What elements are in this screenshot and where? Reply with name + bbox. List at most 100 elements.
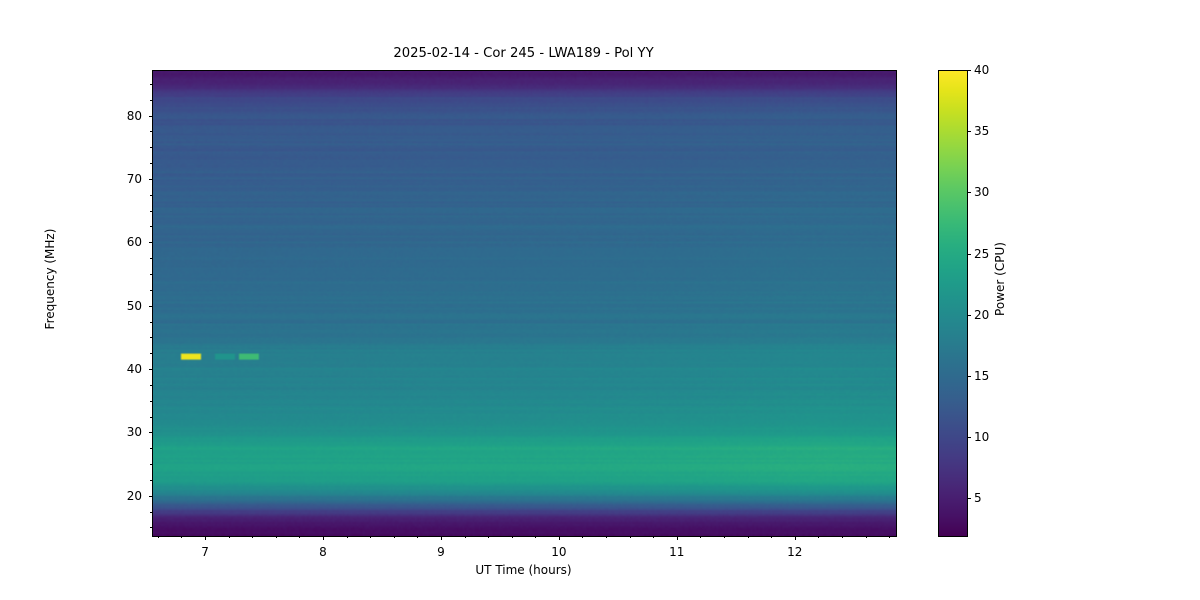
x-tick-label: 12 xyxy=(787,545,803,559)
x-tick-minor xyxy=(488,536,490,538)
y-tick-mark xyxy=(148,242,152,244)
y-tick-label: 50 xyxy=(126,298,142,313)
x-tick-mark xyxy=(676,536,678,540)
x-tick-minor xyxy=(511,536,513,538)
y-tick-minor xyxy=(150,353,152,355)
y-tick-minor xyxy=(150,194,152,196)
y-tick-minor xyxy=(150,479,152,481)
colorbar xyxy=(938,70,968,537)
y-tick-label: 40 xyxy=(126,362,142,377)
y-tick-minor xyxy=(150,289,152,291)
colorbar-tick-mark xyxy=(967,314,971,316)
x-tick-minor xyxy=(228,536,230,538)
x-axis-tick-labels: 7 8 9 10 11 12 xyxy=(152,540,895,560)
x-tick-minor xyxy=(535,536,537,538)
spectrogram-axes xyxy=(152,70,897,537)
y-tick-mark xyxy=(148,305,152,307)
y-tick-minor xyxy=(150,163,152,165)
x-tick-minor xyxy=(464,536,466,538)
spectrogram-canvas xyxy=(153,71,896,536)
x-tick-minor xyxy=(370,536,372,538)
colorbar-tick-label: 10 xyxy=(974,430,990,445)
x-tick-minor xyxy=(346,536,348,538)
y-tick-minor xyxy=(150,448,152,450)
y-tick-label: 70 xyxy=(126,171,142,186)
colorbar-tick-mark xyxy=(967,253,971,255)
y-tick-minor xyxy=(150,258,152,260)
x-tick-minor xyxy=(606,536,608,538)
x-tick-minor xyxy=(252,536,254,538)
colorbar-tick-mark xyxy=(967,498,971,500)
x-tick-minor xyxy=(157,536,159,538)
spectrogram-image xyxy=(153,71,896,536)
y-tick-minor xyxy=(150,99,152,101)
colorbar-tick-label: 30 xyxy=(974,185,990,200)
x-tick-label: 9 xyxy=(437,545,445,559)
x-tick-minor xyxy=(299,536,301,538)
y-tick-minor xyxy=(150,131,152,133)
y-tick-label: 60 xyxy=(126,235,142,250)
y-tick-minor xyxy=(150,147,152,149)
x-tick-minor xyxy=(653,536,655,538)
x-tick-label: 7 xyxy=(201,545,209,559)
colorbar-tick-mark xyxy=(967,131,971,133)
y-tick-minor xyxy=(150,337,152,339)
x-tick-mark xyxy=(794,536,796,540)
x-tick-minor xyxy=(747,536,749,538)
x-tick-minor xyxy=(417,536,419,538)
y-tick-minor xyxy=(150,226,152,228)
colorbar-tick-mark xyxy=(967,437,971,439)
x-tick-minor xyxy=(582,536,584,538)
y-tick-minor xyxy=(150,384,152,386)
x-tick-minor xyxy=(275,536,277,538)
colorbar-gradient xyxy=(939,71,967,536)
y-tick-minor xyxy=(150,210,152,212)
y-tick-mark xyxy=(148,495,152,497)
y-tick-mark xyxy=(148,178,152,180)
y-tick-minor xyxy=(150,321,152,323)
colorbar-tick-label: 5 xyxy=(974,491,982,506)
colorbar-tick-label: 40 xyxy=(974,63,990,77)
x-tick-minor xyxy=(841,536,843,538)
colorbar-tick-label: 15 xyxy=(974,368,990,383)
x-tick-minor xyxy=(723,536,725,538)
colorbar-tick-mark xyxy=(967,70,971,71)
y-axis-tick-labels: 20 30 40 50 60 70 80 xyxy=(0,70,148,535)
y-tick-mark xyxy=(148,115,152,117)
colorbar-tick-label: 25 xyxy=(974,246,990,261)
x-tick-mark xyxy=(558,536,560,540)
x-tick-minor xyxy=(700,536,702,538)
x-axis-label: UT Time (hours) xyxy=(475,563,572,577)
y-tick-minor xyxy=(150,83,152,85)
x-tick-minor xyxy=(818,536,820,538)
y-tick-mark xyxy=(148,432,152,434)
colorbar-tick-mark xyxy=(967,375,971,377)
y-tick-label: 30 xyxy=(126,425,142,440)
x-tick-mark xyxy=(440,536,442,540)
y-tick-label: 80 xyxy=(126,108,142,123)
x-tick-minor xyxy=(181,536,183,538)
x-tick-minor xyxy=(393,536,395,538)
y-tick-minor xyxy=(150,527,152,529)
x-tick-mark xyxy=(205,536,207,540)
y-tick-label: 20 xyxy=(126,488,142,503)
x-tick-minor xyxy=(889,536,891,538)
x-tick-minor xyxy=(771,536,773,538)
y-tick-minor xyxy=(150,400,152,402)
y-tick-minor xyxy=(150,511,152,513)
colorbar-tick-label: 20 xyxy=(974,307,990,322)
x-tick-label: 10 xyxy=(551,545,567,559)
x-tick-mark xyxy=(323,536,324,540)
y-tick-mark xyxy=(148,369,152,371)
y-axis-label: Frequency (MHz) xyxy=(43,228,57,330)
y-tick-minor xyxy=(150,273,152,275)
x-tick-minor xyxy=(629,536,631,538)
page-title: 2025-02-14 - Cor 245 - LWA189 - Pol YY xyxy=(393,46,654,61)
x-tick-label: 8 xyxy=(319,545,327,559)
x-tick-minor xyxy=(865,536,867,538)
y-tick-minor xyxy=(150,416,152,418)
y-tick-minor xyxy=(150,464,152,466)
colorbar-tick-mark xyxy=(967,192,971,194)
colorbar-label: Power (CPU) xyxy=(993,242,1007,316)
